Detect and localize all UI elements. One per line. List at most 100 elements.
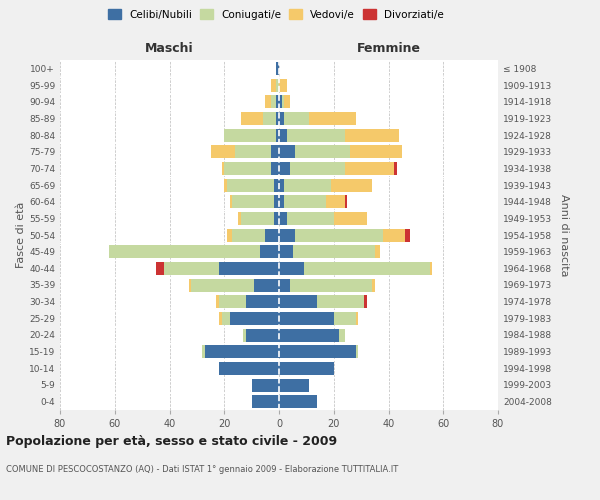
Bar [279, 112, 284, 125]
Text: Femmine: Femmine [356, 42, 421, 55]
Bar [279, 95, 282, 108]
Bar [364, 295, 367, 308]
Bar [246, 328, 279, 342]
Bar [279, 212, 287, 225]
Text: COMUNE DI PESCOCOSTANZO (AQ) - Dati ISTAT 1° gennaio 2009 - Elaborazione TUTTITA: COMUNE DI PESCOCOSTANZO (AQ) - Dati ISTA… [6, 465, 398, 474]
Bar [224, 162, 271, 175]
Bar [284, 95, 290, 108]
Bar [271, 95, 276, 108]
Bar [279, 145, 295, 158]
Bar [164, 262, 219, 275]
Bar [293, 245, 375, 258]
Bar [224, 178, 227, 192]
Bar [279, 162, 290, 175]
Bar [372, 278, 375, 291]
Bar [232, 195, 274, 208]
Bar [241, 112, 263, 125]
Bar [279, 195, 284, 208]
Bar [279, 245, 293, 258]
Bar [339, 328, 345, 342]
Bar [279, 78, 287, 92]
Bar [251, 378, 279, 392]
Bar [219, 312, 221, 325]
Bar [219, 262, 279, 275]
Bar [282, 95, 284, 108]
Bar [230, 312, 279, 325]
Bar [274, 212, 279, 225]
Bar [156, 262, 164, 275]
Bar [284, 112, 309, 125]
Bar [260, 245, 279, 258]
Bar [191, 278, 254, 291]
Bar [383, 228, 405, 241]
Bar [188, 278, 191, 291]
Bar [317, 295, 364, 308]
Y-axis label: Fasce di età: Fasce di età [16, 202, 26, 268]
Bar [350, 145, 402, 158]
Bar [271, 145, 279, 158]
Bar [405, 228, 410, 241]
Bar [284, 195, 326, 208]
Y-axis label: Anni di nascita: Anni di nascita [559, 194, 569, 276]
Bar [271, 78, 276, 92]
Bar [279, 262, 304, 275]
Bar [295, 228, 383, 241]
Legend: Celibi/Nubili, Coniugati/e, Vedovi/e, Divorziati/e: Celibi/Nubili, Coniugati/e, Vedovi/e, Di… [104, 5, 448, 24]
Bar [279, 328, 339, 342]
Bar [279, 228, 295, 241]
Bar [290, 162, 344, 175]
Bar [394, 162, 397, 175]
Bar [279, 295, 317, 308]
Bar [221, 162, 224, 175]
Text: Maschi: Maschi [145, 42, 194, 55]
Bar [279, 362, 334, 375]
Bar [356, 312, 358, 325]
Bar [216, 295, 219, 308]
Bar [309, 112, 356, 125]
Bar [274, 195, 279, 208]
Bar [345, 195, 347, 208]
Bar [276, 128, 279, 141]
Bar [290, 278, 372, 291]
Bar [279, 395, 317, 408]
Bar [263, 112, 276, 125]
Bar [279, 378, 309, 392]
Bar [276, 62, 279, 75]
Bar [271, 162, 279, 175]
Bar [331, 178, 372, 192]
Bar [334, 212, 367, 225]
Bar [232, 228, 265, 241]
Text: Popolazione per età, sesso e stato civile - 2009: Popolazione per età, sesso e stato civil… [6, 435, 337, 448]
Bar [279, 345, 356, 358]
Bar [265, 95, 271, 108]
Bar [279, 312, 334, 325]
Bar [221, 312, 230, 325]
Bar [202, 345, 205, 358]
Bar [356, 345, 358, 358]
Bar [287, 128, 344, 141]
Bar [326, 195, 345, 208]
Bar [279, 128, 287, 141]
Bar [276, 112, 279, 125]
Bar [304, 262, 430, 275]
Bar [287, 212, 334, 225]
Bar [241, 212, 274, 225]
Bar [227, 228, 232, 241]
Bar [375, 245, 380, 258]
Bar [251, 395, 279, 408]
Bar [430, 262, 432, 275]
Bar [279, 278, 290, 291]
Bar [254, 278, 279, 291]
Bar [345, 162, 394, 175]
Bar [205, 345, 279, 358]
Bar [276, 95, 279, 108]
Bar [284, 178, 331, 192]
Bar [265, 228, 279, 241]
Bar [235, 145, 271, 158]
Bar [238, 212, 241, 225]
Bar [276, 78, 279, 92]
Bar [219, 362, 279, 375]
Bar [227, 178, 274, 192]
Bar [244, 328, 246, 342]
Bar [246, 295, 279, 308]
